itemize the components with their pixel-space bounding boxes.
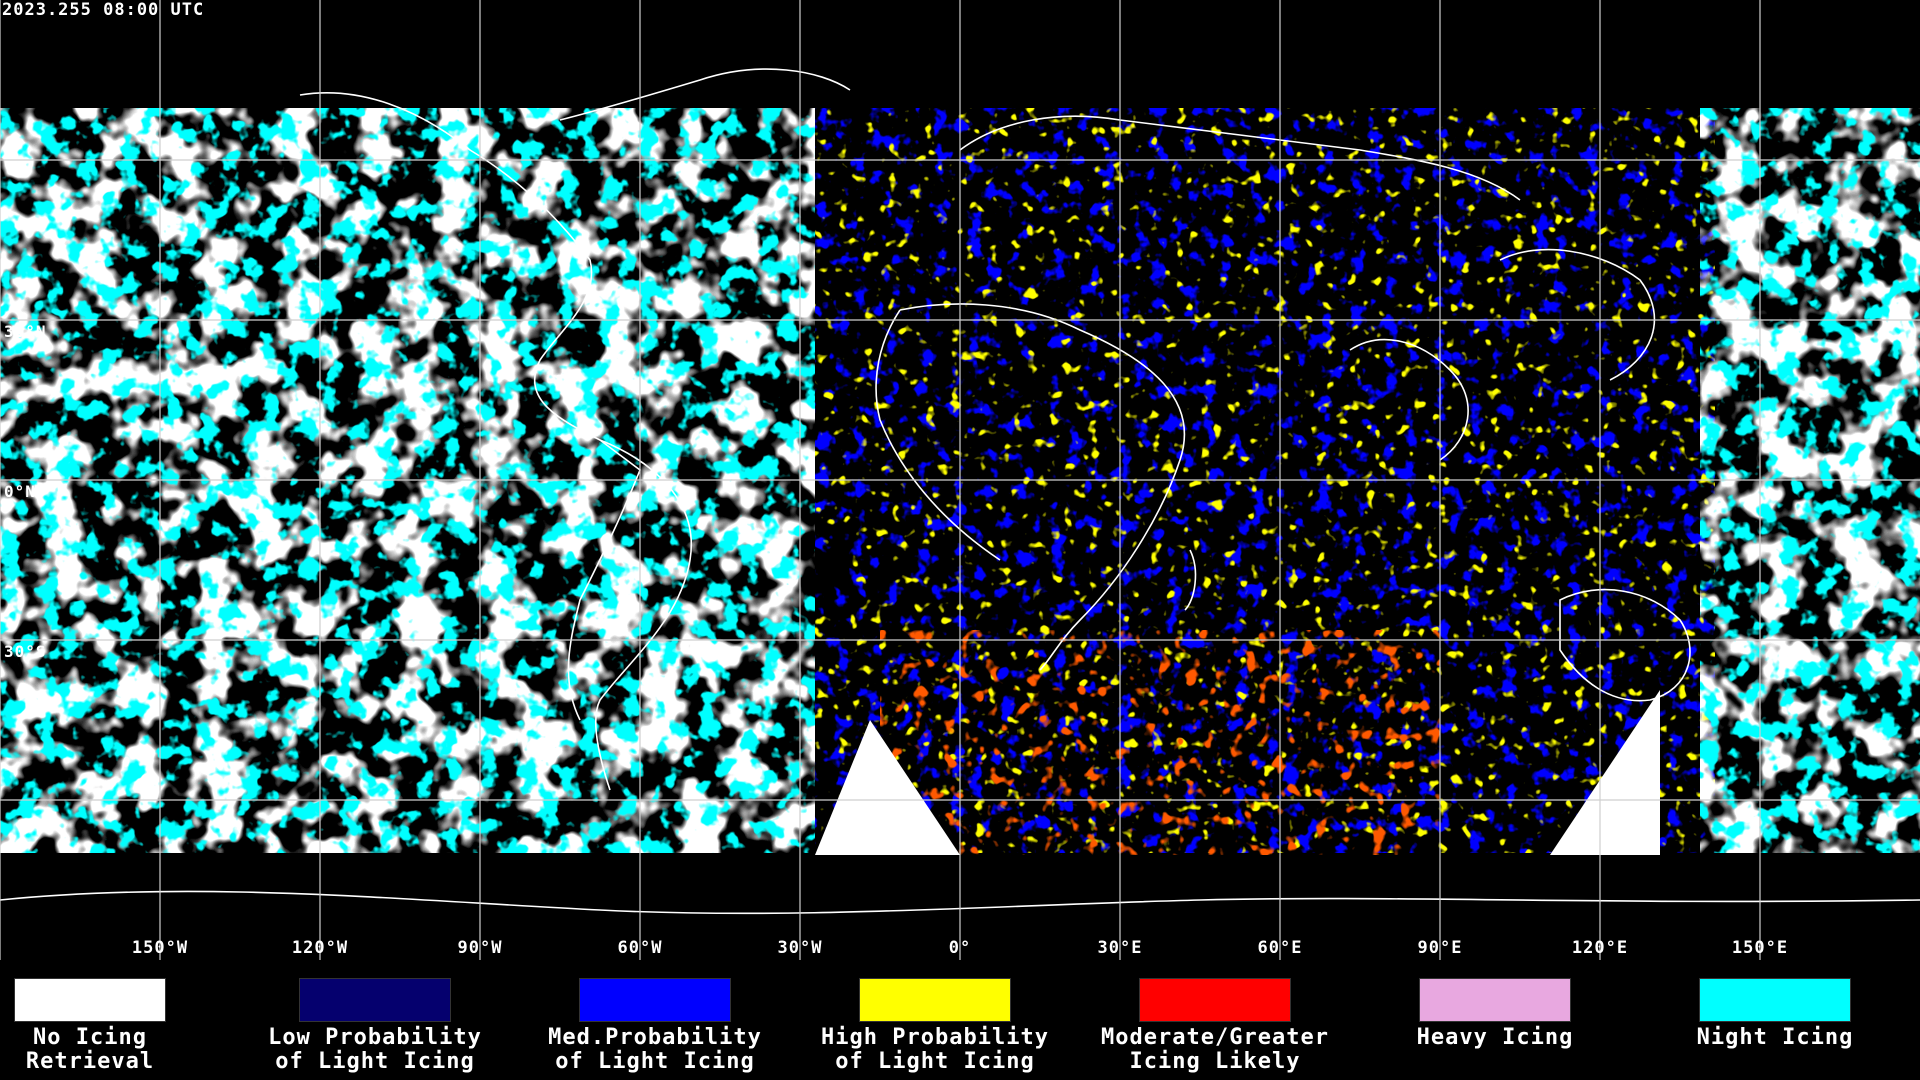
timestamp: 2023.255 08:00 UTC <box>2 0 205 20</box>
legend-swatch <box>1419 978 1571 1022</box>
legend-item-high-probability: High Probability of Light Icing <box>790 978 1080 1074</box>
lon-label-0: 0° <box>948 938 972 958</box>
legend-swatch <box>14 978 166 1022</box>
lon-label-60w: 60°W <box>617 938 663 958</box>
legend-swatch <box>299 978 451 1022</box>
legend-label: Moderate/Greater Icing Likely <box>1101 1025 1329 1074</box>
legend-item-med-probability: Med.Probability of Light Icing <box>510 978 800 1074</box>
lon-label-30e: 30°E <box>1097 938 1143 958</box>
lon-label-30w: 30°W <box>777 938 823 958</box>
legend-label: Night Icing <box>1696 1025 1854 1050</box>
swath-edge-south-pacific <box>1550 690 1660 855</box>
lon-label-60e: 60°E <box>1257 938 1303 958</box>
map-canvas <box>0 0 1920 960</box>
south-icing-field <box>880 630 1440 855</box>
swath-edge-south-atlantic <box>815 720 960 855</box>
legend-swatch <box>1699 978 1851 1022</box>
lon-label-90w: 90°W <box>457 938 503 958</box>
legend-label: Low Probability of Light Icing <box>268 1025 482 1074</box>
legend-item-night-icing: Night Icing <box>1630 978 1920 1050</box>
legend-item-heavy-icing: Heavy Icing <box>1350 978 1640 1050</box>
coastlines <box>0 68 1920 915</box>
legend-label: No Icing Retrieval <box>25 1025 155 1074</box>
lat-label-30n: 30°N <box>4 322 47 341</box>
graticule <box>0 0 1920 960</box>
lon-label-90e: 90°E <box>1417 938 1463 958</box>
legend-label: Med.Probability of Light Icing <box>548 1025 762 1074</box>
lat-label-0n: 0°N <box>4 482 36 501</box>
legend-item-no-icing: No Icing Retrieval <box>0 978 235 1074</box>
lon-label-150e: 150°E <box>1731 938 1789 958</box>
legend-swatch <box>579 978 731 1022</box>
legend-label: High Probability of Light Icing <box>821 1025 1049 1074</box>
legend-swatch <box>859 978 1011 1022</box>
legend-label: Heavy Icing <box>1416 1025 1574 1050</box>
legend-item-moderate-greater: Moderate/Greater Icing Likely <box>1070 978 1360 1074</box>
icing-map: 2023.255 08:00 UTC 30°N 0°N 30°S 150°W 1… <box>0 0 1920 960</box>
legend-item-low-probability: Low Probability of Light Icing <box>230 978 520 1074</box>
lon-label-150w: 150°W <box>131 938 189 958</box>
lon-label-120e: 120°E <box>1571 938 1629 958</box>
lat-label-30s: 30°S <box>4 642 47 661</box>
legend: No Icing Retrieval Low Probability of Li… <box>0 960 1920 1080</box>
lon-label-120w: 120°W <box>291 938 349 958</box>
legend-swatch <box>1139 978 1291 1022</box>
